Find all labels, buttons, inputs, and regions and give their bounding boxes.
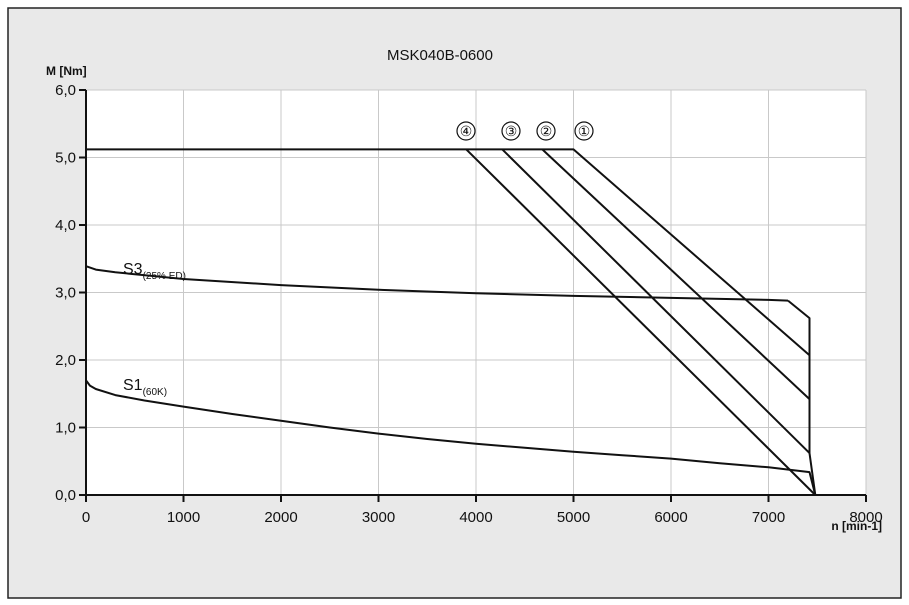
chart-title: MSK040B-0600 [387,47,493,64]
y-tick-label: 4,0 [55,217,76,234]
x-tick-label: 0 [82,509,90,526]
marker-4-circle [456,121,476,141]
s1-subscript: (60K) [143,387,167,398]
curve-S1-line [85,379,817,496]
curve-S3-line [85,265,789,302]
y-tick-label: 3,0 [55,285,76,302]
y-tick-label: 6,0 [55,82,76,99]
y-tick-label: 0,0 [55,487,76,504]
y-tick-label: 2,0 [55,352,76,369]
s3-name: S3 [123,261,143,278]
s1-curve-label: S1(60K) [123,377,167,398]
x-tick-label: 6000 [654,509,687,526]
curves [85,148,817,496]
curve-marker-1: ① [574,121,594,141]
s1-name: S1 [123,377,143,394]
x-tick-label: 3000 [362,509,395,526]
curve--line [86,148,811,357]
s3-curve-label: S3(25% ED) [123,261,186,282]
x-tick-label: 8000 [849,509,882,526]
curve-marker-4: ④ [456,121,476,141]
marker-3-label: ③ [505,123,518,139]
curve--line [501,148,811,454]
x-tick-label: 4000 [459,509,492,526]
curve-marker-3: ③ [501,121,521,141]
x-axis-label: n [min-1] [831,519,882,533]
x-tick-label: 5000 [557,509,590,526]
marker-1-circle [574,121,594,141]
axes [79,89,867,502]
y-tick-label: 1,0 [55,420,76,437]
marker-4-label: ④ [460,123,473,139]
tick-labels: 0 1000 2000 3000 4000 5000 6000 7000 8000 0,0 1,0 2… [55,82,883,526]
marker-2-circle [536,121,556,141]
curve-marker-2: ② [536,121,556,141]
curve--line [541,148,811,400]
x-tick-label: 7000 [752,509,785,526]
x-tick-label: 1000 [167,509,200,526]
marker-2-label: ② [540,123,553,139]
y-tick-label: 5,0 [55,150,76,167]
marker-3-circle [501,121,521,141]
s3-subscript: (25% ED) [143,271,186,282]
y-axis-label: M [Nm] [46,64,87,78]
marker-1-label: ① [578,123,591,139]
curve-limit-line [787,299,817,496]
curve--line [465,148,817,496]
x-tick-label: 2000 [264,509,297,526]
